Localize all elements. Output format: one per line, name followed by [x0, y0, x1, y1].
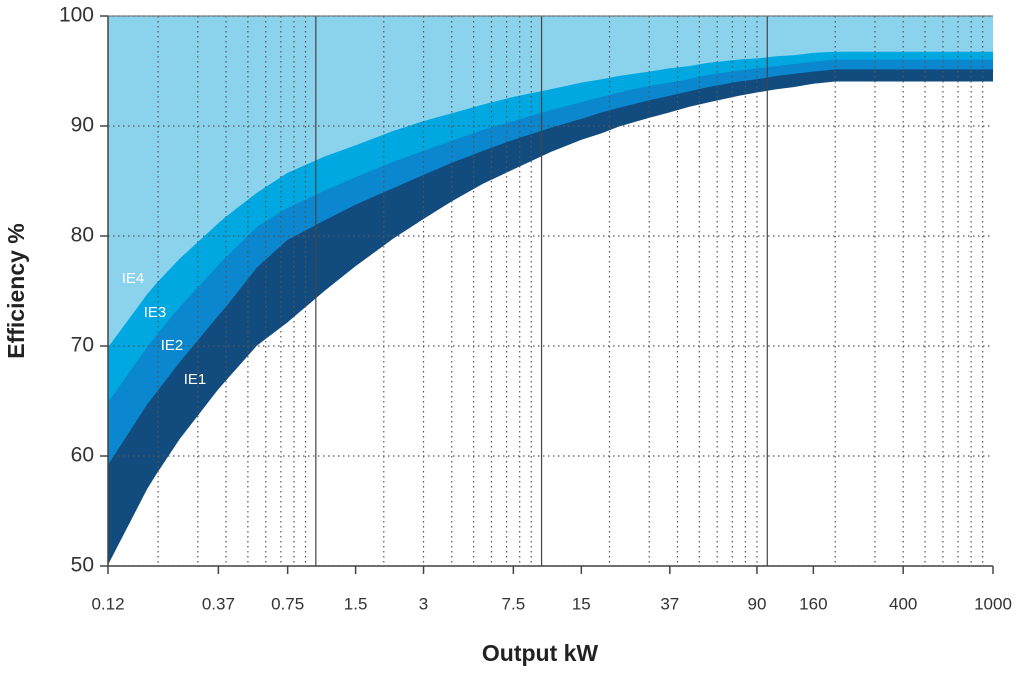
- x-axis-title: Output kW: [482, 640, 599, 666]
- y-tick-label: 90: [71, 114, 94, 137]
- x-tick-label: 7.5: [502, 594, 526, 613]
- x-tick-label: 0.37: [202, 594, 235, 613]
- x-tick-label: 400: [889, 594, 917, 613]
- y-tick-label: 50: [71, 554, 94, 577]
- series-label: IE3: [144, 304, 167, 321]
- series-line: [107, 69, 993, 467]
- series-label: IE4: [122, 270, 145, 287]
- x-tick-label: 1000: [974, 594, 1012, 613]
- series-line: [107, 51, 993, 349]
- x-tick-label: 15: [572, 594, 591, 613]
- series-label: IE1: [184, 371, 207, 388]
- series-line: [107, 81, 993, 567]
- x-tick-label: 160: [799, 594, 827, 613]
- y-axis-title: Efficiency %: [3, 223, 29, 359]
- y-tick-label: 80: [71, 224, 94, 247]
- x-tick-label: 0.12: [91, 594, 124, 613]
- x-tick-label: 3: [419, 594, 428, 613]
- series-label: IE2: [161, 337, 184, 354]
- series-line: [107, 59, 993, 404]
- y-tick-label: 100: [59, 4, 94, 27]
- x-tick-label: 0.75: [271, 594, 304, 613]
- y-tick-label: 70: [71, 334, 94, 357]
- y-tick-label: 60: [71, 444, 94, 467]
- x-tick-label: 1.5: [344, 594, 368, 613]
- x-tick-label: 90: [747, 594, 766, 613]
- area: [108, 82, 993, 566]
- x-tick-label: 37: [660, 594, 679, 613]
